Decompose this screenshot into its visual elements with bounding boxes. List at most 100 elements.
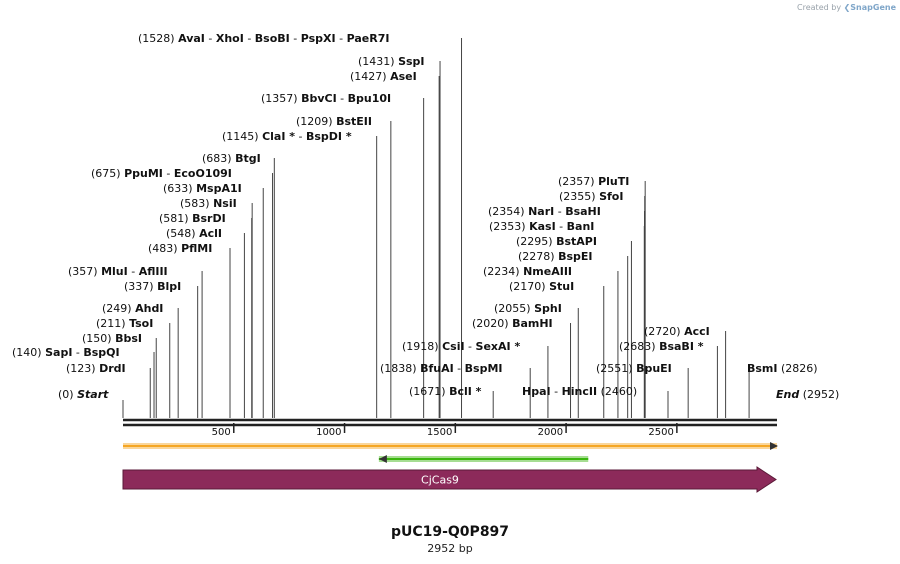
site-label-avai[interactable]: (1528) AvaI - XhoI - BsoBI - PspXI - Pae… xyxy=(138,32,389,45)
enzyme-name[interactable]: BsaHI xyxy=(565,205,601,218)
feature-green[interactable] xyxy=(378,455,589,463)
site-label-bpuei[interactable]: (2551) BpuEI xyxy=(596,362,672,375)
enzyme-name[interactable]: MluI xyxy=(101,265,128,278)
site-label-bamhi[interactable]: (2020) BamHI xyxy=(472,317,553,330)
enzyme-name[interactable]: BclI * xyxy=(449,385,482,398)
site-label-kasi[interactable]: (2353) KasI - BanI xyxy=(489,220,594,233)
enzyme-name[interactable]: NmeAIII xyxy=(523,265,572,278)
enzyme-name[interactable]: HpaI xyxy=(522,385,551,398)
enzyme-name[interactable]: SfoI xyxy=(599,190,623,203)
enzyme-name[interactable]: BpuEI xyxy=(636,362,672,375)
site-position: (583) xyxy=(180,197,210,210)
enzyme-name[interactable]: BlpI xyxy=(157,280,181,293)
enzyme-name[interactable]: AseI xyxy=(390,70,417,83)
enzyme-name[interactable]: AhdI xyxy=(135,302,163,315)
enzyme-name[interactable]: AflIII xyxy=(139,265,168,278)
enzyme-name[interactable]: EcoO109I xyxy=(174,167,232,180)
site-label-blpi[interactable]: (337) BlpI xyxy=(124,280,181,293)
site-label-bfuai[interactable]: (1838) BfuAI - BspMI xyxy=(380,362,503,375)
enzyme-name[interactable]: StuI xyxy=(549,280,574,293)
enzyme-name[interactable]: BsmI xyxy=(747,362,778,375)
enzyme-name[interactable]: BsrDI xyxy=(192,212,226,225)
site-label-ppumi[interactable]: (675) PpuMI - EcoO109I xyxy=(91,167,232,180)
enzyme-name[interactable]: BspQI xyxy=(83,346,119,359)
site-label-acli[interactable]: (548) AclI xyxy=(166,227,222,240)
enzyme-name[interactable]: HincII xyxy=(562,385,598,398)
site-label-nari[interactable]: (2354) NarI - BsaHI xyxy=(488,205,601,218)
site-label-bcli[interactable]: (1671) BclI * xyxy=(409,385,482,398)
site-label-tsoi[interactable]: (211) TsoI xyxy=(96,317,153,330)
enzyme-name[interactable]: BsaBI * xyxy=(659,340,704,353)
site-label-clai[interactable]: (1145) ClaI * - BspDI * xyxy=(222,130,352,143)
feature-cjcas9[interactable]: CjCas9 xyxy=(122,466,777,493)
site-label-nmeaiii[interactable]: (2234) NmeAIII xyxy=(483,265,572,278)
enzyme-name[interactable]: AvaI xyxy=(178,32,205,45)
enzyme-name[interactable]: AccI xyxy=(684,325,710,338)
site-position: (140) xyxy=(12,346,42,359)
site-label-sfoi[interactable]: (2355) SfoI xyxy=(559,190,623,203)
site-label-asei[interactable]: (1427) AseI xyxy=(350,70,417,83)
enzyme-name[interactable]: BspDI * xyxy=(306,130,352,143)
enzyme-name[interactable]: BamHI xyxy=(512,317,553,330)
enzyme-name[interactable]: XhoI xyxy=(216,32,244,45)
site-position: (2278) xyxy=(518,250,555,263)
enzyme-name[interactable]: PpuMI xyxy=(124,167,163,180)
site-label-bspei[interactable]: (2278) BspEI xyxy=(518,250,593,263)
enzyme-name[interactable]: BspEI xyxy=(558,250,592,263)
enzyme-name[interactable]: PaeR7I xyxy=(347,32,390,45)
enzyme-name[interactable]: BfuAI xyxy=(420,362,454,375)
site-label-nsii[interactable]: (583) NsiI xyxy=(180,197,237,210)
site-label-bbvci[interactable]: (1357) BbvCI - Bpu10I xyxy=(261,92,391,105)
site-label-bsteii[interactable]: (1209) BstEII xyxy=(296,115,372,128)
enzyme-name[interactable]: BbsI xyxy=(115,332,142,345)
enzyme-name[interactable]: NsiI xyxy=(213,197,237,210)
site-label-mlui[interactable]: (357) MluI - AflIII xyxy=(68,265,168,278)
enzyme-name[interactable]: PspXI xyxy=(301,32,336,45)
enzyme-name[interactable]: ClaI * xyxy=(262,130,295,143)
site-label-bsrdi[interactable]: (581) BsrDI xyxy=(159,212,226,225)
enzyme-name[interactable]: BanI xyxy=(567,220,595,233)
enzyme-name[interactable]: NarI xyxy=(528,205,554,218)
site-label-csii[interactable]: (1918) CsiI - SexAI * xyxy=(402,340,520,353)
enzyme-name[interactable]: AclI xyxy=(199,227,222,240)
site-label-sapi[interactable]: (140) SapI - BspQI xyxy=(12,346,120,359)
enzyme-name[interactable]: BtgI xyxy=(235,152,261,165)
site-label-stui[interactable]: (2170) StuI xyxy=(509,280,574,293)
site-label-sspi[interactable]: (1431) SspI xyxy=(358,55,425,68)
site-label-pluti[interactable]: (2357) PluTI xyxy=(558,175,629,188)
site-label-drdi[interactable]: (123) DrdI xyxy=(66,362,126,375)
enzyme-name[interactable]: BsoBI xyxy=(255,32,290,45)
site-position: (249) xyxy=(102,302,132,315)
site-label-bsmi[interactable]: BsmI (2826) xyxy=(747,362,818,375)
site-position: (2353) xyxy=(489,220,526,233)
enzyme-name[interactable]: SexAI * xyxy=(476,340,521,353)
site-label-hpai[interactable]: HpaI - HincII (2460) xyxy=(522,385,637,398)
enzyme-name[interactable]: MspA1I xyxy=(196,182,242,195)
snapgene-logo-icon: ❮ xyxy=(843,3,851,12)
enzyme-name[interactable]: BstAPI xyxy=(556,235,597,248)
feature-orange[interactable] xyxy=(123,442,778,450)
site-label-sphi[interactable]: (2055) SphI xyxy=(494,302,562,315)
enzyme-name[interactable]: BstEII xyxy=(336,115,372,128)
site-label-pflmi[interactable]: (483) PflMI xyxy=(148,242,212,255)
site-label-ahdi[interactable]: (249) AhdI xyxy=(102,302,163,315)
enzyme-name[interactable]: SspI xyxy=(398,55,424,68)
enzyme-name[interactable]: SapI xyxy=(45,346,72,359)
enzyme-name[interactable]: BbvCI xyxy=(301,92,337,105)
enzyme-name[interactable]: BspMI xyxy=(465,362,503,375)
enzyme-name[interactable]: DrdI xyxy=(99,362,126,375)
site-label-btgi[interactable]: (683) BtgI xyxy=(202,152,261,165)
site-label-bstapi[interactable]: (2295) BstAPI xyxy=(516,235,597,248)
enzyme-name[interactable]: Bpu10I xyxy=(348,92,392,105)
site-label-mspa1i[interactable]: (633) MspA1I xyxy=(163,182,242,195)
enzyme-name[interactable]: TsoI xyxy=(129,317,153,330)
enzyme-name[interactable]: PluTI xyxy=(598,175,629,188)
site-position: (357) xyxy=(68,265,98,278)
enzyme-name[interactable]: PflMI xyxy=(181,242,212,255)
site-label-acci[interactable]: (2720) AccI xyxy=(644,325,710,338)
site-label-bbsi[interactable]: (150) BbsI xyxy=(82,332,142,345)
site-label-bsabi[interactable]: (2683) BsaBI * xyxy=(619,340,704,353)
enzyme-name[interactable]: CsiI xyxy=(442,340,464,353)
enzyme-name[interactable]: SphI xyxy=(534,302,562,315)
enzyme-name[interactable]: KasI xyxy=(529,220,556,233)
